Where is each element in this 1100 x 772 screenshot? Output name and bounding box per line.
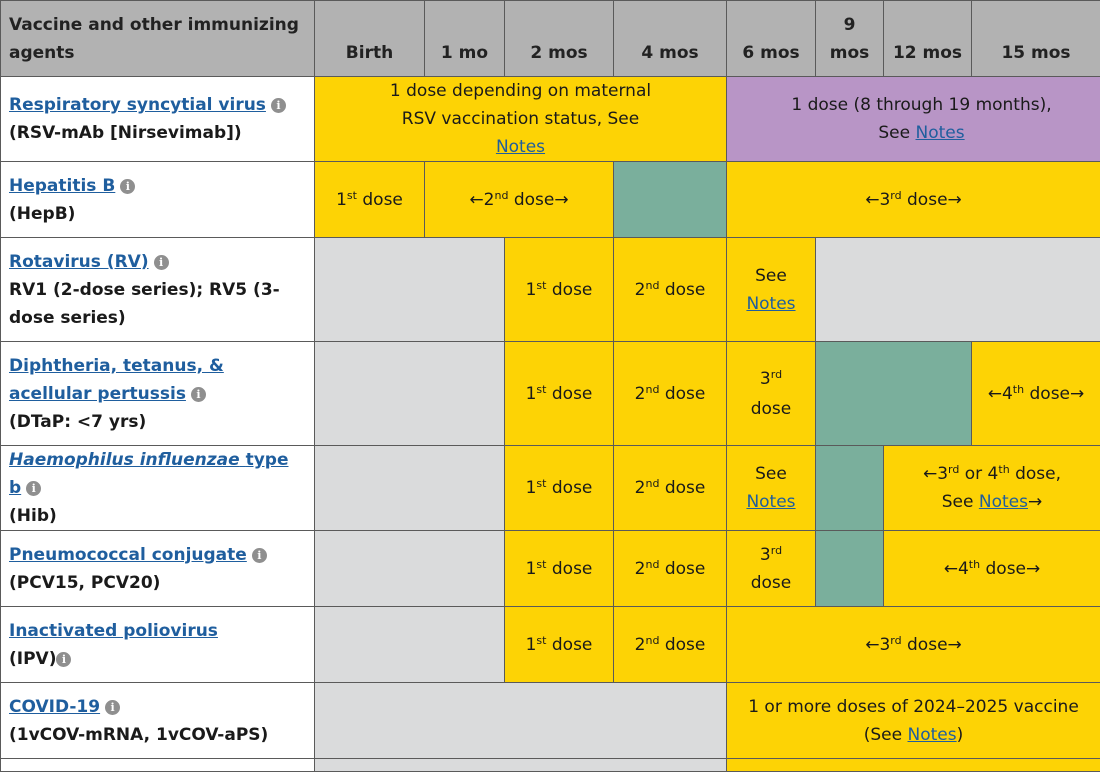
dtap-dose-2: 2nd dose — [614, 342, 727, 446]
pcv-range-green — [816, 531, 884, 607]
rsv-subtitle: (RSV-mAb [Nirsevimab]) — [9, 123, 242, 143]
rsv-catchup-cell: 1 dose (8 through 19 months), See Notes — [727, 77, 1100, 162]
info-icon[interactable]: i — [56, 652, 71, 667]
info-icon[interactable]: i — [120, 179, 135, 194]
notes-link[interactable]: Notes — [916, 123, 965, 143]
rv-dose-2: 2nd dose — [614, 238, 727, 342]
rv-not-recommended-late — [816, 238, 1100, 342]
dtap-dose-1: 1st dose — [505, 342, 614, 446]
vaccine-cell-partial — [1, 759, 315, 772]
dtap-subtitle: (DTaP: <7 yrs) — [9, 412, 146, 432]
pcv-not-recommended — [315, 531, 505, 607]
ipv-dose-3: ←3rd dose→ — [727, 607, 1100, 683]
ipv-subtitle: (IPV) — [9, 649, 56, 669]
hib-dose-3-or-4: ←3rd or 4th dose, See Notes→ — [884, 446, 1100, 531]
header-age-12mos: 12 mos — [884, 1, 972, 77]
pcv-dose-2: 2nd dose — [614, 531, 727, 607]
hepb-dose-1: 1st dose — [315, 162, 425, 238]
header-vaccine-column: Vaccine and other immunizing agents — [1, 1, 315, 77]
info-icon[interactable]: i — [26, 481, 41, 496]
hepb-dose-2: ←2nd dose→ — [425, 162, 614, 238]
info-icon[interactable]: i — [271, 98, 286, 113]
vaccine-cell-covid: COVID-19 i (1vCOV-mRNA, 1vCOV-aPS) — [1, 683, 315, 759]
rv-not-recommended — [315, 238, 505, 342]
pcv-dose-1: 1st dose — [505, 531, 614, 607]
hib-not-recommended — [315, 446, 505, 531]
info-icon[interactable]: i — [191, 387, 206, 402]
info-icon[interactable]: i — [154, 255, 169, 270]
ipv-not-recommended — [315, 607, 505, 683]
header-row: Vaccine and other immunizing agents Birt… — [1, 1, 1100, 77]
header-age-4mos: 4 mos — [614, 1, 727, 77]
header-age-15mos: 15 mos — [972, 1, 1100, 77]
row-partial — [1, 759, 1100, 772]
rsv-link[interactable]: Respiratory syncytial virus — [9, 95, 266, 115]
info-icon[interactable]: i — [252, 548, 267, 563]
row-dtap: Diphtheria, tetanus, & acellular pertuss… — [1, 342, 1100, 446]
header-age-2mos: 2 mos — [505, 1, 614, 77]
notes-link[interactable]: Notes — [908, 725, 957, 745]
ipv-link[interactable]: Inactivated poliovirus — [9, 621, 218, 641]
header-age-birth: Birth — [315, 1, 425, 77]
see-label: See — [878, 123, 910, 143]
row-rsv: Respiratory syncytial virus i (RSV-mAb [N… — [1, 77, 1100, 162]
pcv-link[interactable]: Pneumococcal conjugate — [9, 545, 247, 565]
ipv-dose-1: 1st dose — [505, 607, 614, 683]
hib-link[interactable]: Haemophilus influenzae type b — [9, 450, 288, 498]
partial-yellow — [727, 759, 1100, 772]
rv-subtitle: RV1 (2-dose series); RV5 (3-dose series) — [9, 280, 280, 328]
covid-link[interactable]: COVID-19 — [9, 697, 100, 717]
partial-gray — [315, 759, 727, 772]
rv-see-notes: See Notes — [727, 238, 816, 342]
hib-subtitle: (Hib) — [9, 506, 57, 526]
rv-dose-1: 1st dose — [505, 238, 614, 342]
covid-not-recommended — [315, 683, 727, 759]
row-ipv: Inactivated poliovirus (IPV)i 1st dose 2… — [1, 607, 1100, 683]
dtap-not-recommended — [315, 342, 505, 446]
info-icon[interactable]: i — [105, 700, 120, 715]
hepb-dose-3: ←3rd dose→ — [727, 162, 1100, 238]
vaccine-cell-rsv: Respiratory syncytial virus i (RSV-mAb [N… — [1, 77, 315, 162]
hib-dose-2: 2nd dose — [614, 446, 727, 531]
vaccine-cell-pcv: Pneumococcal conjugate i (PCV15, PCV20) — [1, 531, 315, 607]
vaccine-cell-ipv: Inactivated poliovirus (IPV)i — [1, 607, 315, 683]
dtap-dose-4: ←4th dose→ — [972, 342, 1100, 446]
hepb-link[interactable]: Hepatitis B — [9, 176, 115, 196]
notes-link[interactable]: Notes — [979, 492, 1028, 512]
rv-link[interactable]: Rotavirus (RV) — [9, 252, 149, 272]
pcv-dose-4: ←4th dose→ — [884, 531, 1100, 607]
rsv-dose-cell: 1 dose depending on maternal RSV vaccina… — [315, 77, 727, 162]
hib-see-notes: See Notes — [727, 446, 816, 531]
notes-link[interactable]: Notes — [496, 137, 545, 157]
header-age-9mos: 9 mos — [816, 1, 884, 77]
covid-dose-cell: 1 or more doses of 2024–2025 vaccine (Se… — [727, 683, 1100, 759]
hib-range-green — [816, 446, 884, 531]
row-pcv: Pneumococcal conjugate i (PCV15, PCV20) 1… — [1, 531, 1100, 607]
vaccine-cell-rv: Rotavirus (RV) i RV1 (2-dose series); RV5… — [1, 238, 315, 342]
header-age-1mo: 1 mo — [425, 1, 505, 77]
row-rv: Rotavirus (RV) i RV1 (2-dose series); RV5… — [1, 238, 1100, 342]
vaccine-cell-dtap: Diphtheria, tetanus, & acellular pertuss… — [1, 342, 315, 446]
covid-subtitle: (1vCOV-mRNA, 1vCOV-aPS) — [9, 725, 268, 745]
header-age-6mos: 6 mos — [727, 1, 816, 77]
hepb-range-green — [614, 162, 727, 238]
row-covid: COVID-19 i (1vCOV-mRNA, 1vCOV-aPS) 1 or m… — [1, 683, 1100, 759]
pcv-subtitle: (PCV15, PCV20) — [9, 573, 160, 593]
dtap-range-green — [816, 342, 972, 446]
hib-dose-1: 1st dose — [505, 446, 614, 531]
notes-link[interactable]: Notes — [746, 294, 795, 314]
hepb-subtitle: (HepB) — [9, 204, 75, 224]
see-label: See — [608, 109, 640, 129]
ipv-dose-2: 2nd dose — [614, 607, 727, 683]
notes-link[interactable]: Notes — [746, 492, 795, 512]
vaccine-cell-hepb: Hepatitis B i (HepB) — [1, 162, 315, 238]
